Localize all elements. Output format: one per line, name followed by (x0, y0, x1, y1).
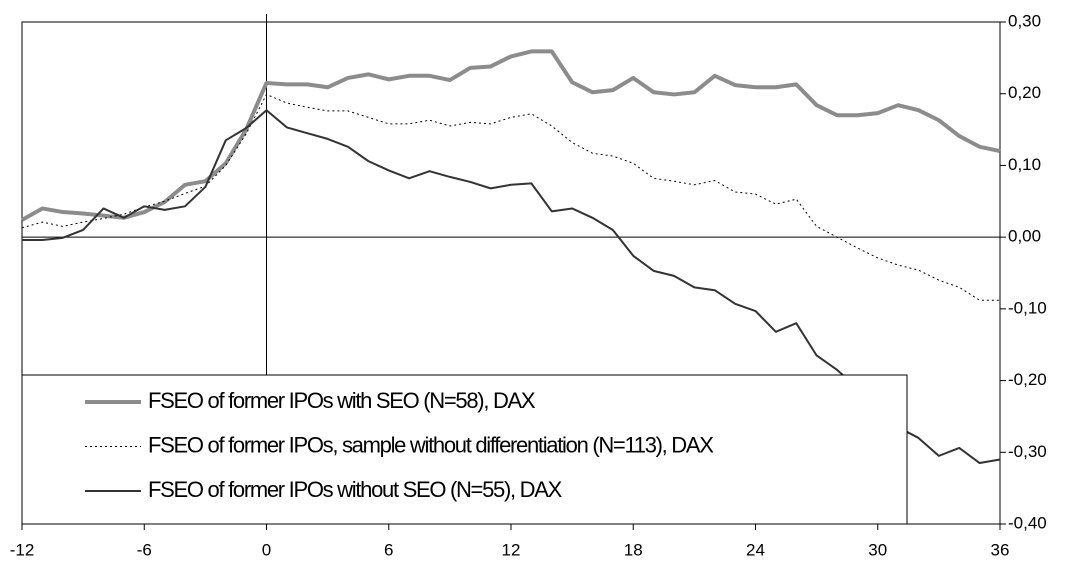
y-tick-label: -0,40 (1008, 513, 1047, 532)
legend-label: FSEO of former IPOs, sample without diff… (148, 432, 714, 457)
legend-box (21, 374, 908, 525)
x-tick-label: -6 (137, 540, 152, 559)
series-line (22, 109, 1001, 465)
x-tick-label: 24 (746, 540, 765, 559)
series-line (21, 93, 1000, 301)
y-tick-label: 0,10 (1008, 155, 1041, 174)
y-tick-label: 0,00 (1008, 227, 1041, 246)
x-tick-label: 6 (384, 540, 393, 559)
x-tick-label: -12 (10, 540, 35, 559)
y-tick-label: 0,30 (1008, 11, 1041, 30)
x-tick-label: 12 (502, 540, 521, 559)
legend-label: FSEO of former IPOs with SEO (N=58), DAX (148, 388, 536, 413)
y-tick-label: 0,20 (1008, 83, 1041, 102)
x-tick-label: 18 (624, 540, 643, 559)
x-tick-label: 0 (262, 540, 271, 559)
y-tick-label: -0,20 (1008, 370, 1047, 389)
series-line (21, 49, 1001, 222)
y-tick-label: -0,30 (1008, 442, 1047, 461)
x-tick-label: 36 (991, 540, 1010, 559)
y-tick-label: -0,10 (1008, 298, 1047, 317)
legend-label: FSEO of former IPOs without SEO (N=55), … (148, 477, 563, 502)
x-tick-label: 30 (868, 540, 887, 559)
